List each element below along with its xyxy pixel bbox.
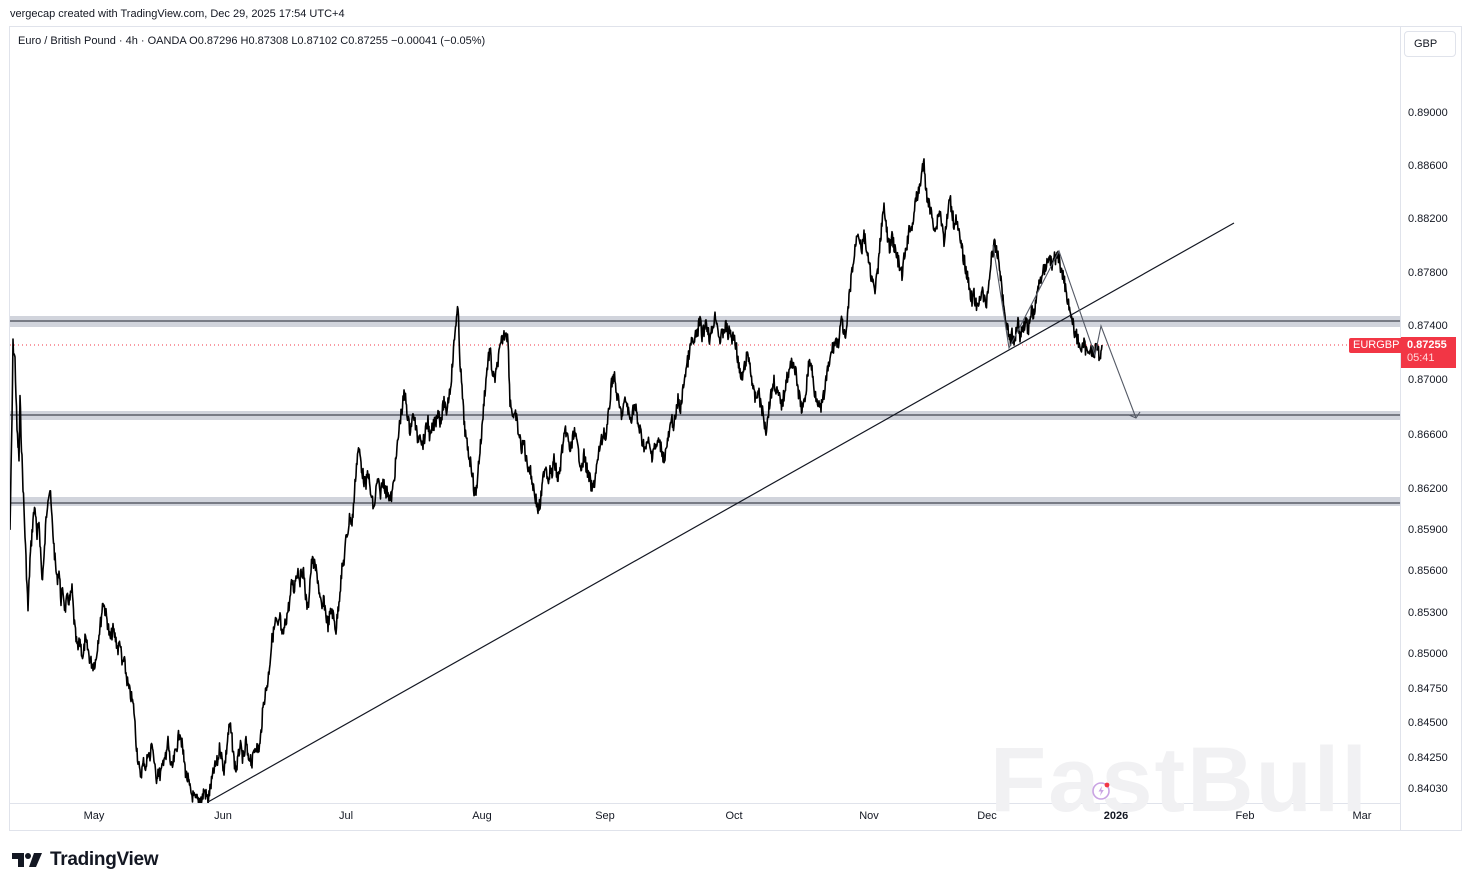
time-tick-label: Aug: [472, 810, 492, 822]
symbol-tag: EURGBP: [1349, 338, 1404, 353]
price-series: [10, 158, 1103, 803]
price-tick-label: 0.85300: [1408, 607, 1448, 619]
price-tick-label: 0.85600: [1408, 565, 1448, 577]
price-tick-label: 0.87400: [1408, 320, 1448, 332]
ascending-trendline[interactable]: [207, 222, 1235, 803]
chart-credit: vergecap created with TradingView.com, D…: [10, 8, 345, 20]
last-price-value: 0.87255: [1407, 339, 1447, 351]
price-tick-label: 0.88200: [1408, 213, 1448, 225]
price-tick-label: 0.84750: [1408, 683, 1448, 695]
price-tick-label: 0.89000: [1408, 107, 1448, 119]
time-axis[interactable]: [10, 803, 1400, 830]
price-tick-label: 0.85000: [1408, 648, 1448, 660]
price-tick-label: 0.88600: [1408, 160, 1448, 172]
tradingview-logo-icon: [12, 853, 42, 867]
price-tick-label: 0.84030: [1408, 783, 1448, 795]
chart-frame: [9, 26, 1462, 831]
arrowhead-icon: [1128, 411, 1141, 419]
tradingview-wordmark: TradingView: [50, 849, 159, 870]
price-tick-label: 0.86200: [1408, 483, 1448, 495]
price-tick-label: 0.85900: [1408, 524, 1448, 536]
price-axis[interactable]: [1400, 27, 1461, 830]
last-price-label: 0.87255 05:41: [1401, 337, 1456, 368]
tradingview-logo[interactable]: TradingView: [12, 849, 159, 871]
time-tick-label: Nov: [859, 810, 879, 822]
chart-legend[interactable]: Euro / British Pound · 4h · OANDA O0.872…: [18, 35, 486, 47]
time-tick-label: Feb: [1235, 810, 1255, 822]
time-tick-label: Sep: [595, 810, 615, 822]
time-tick-label: Jun: [214, 810, 232, 822]
time-tick-label: May: [83, 810, 105, 822]
projection-path[interactable]: [992, 244, 1137, 419]
time-tick-label: Mar: [1352, 810, 1372, 822]
price-chart[interactable]: [10, 27, 1400, 803]
price-tick-label: 0.87800: [1408, 267, 1448, 279]
price-tick-label: 0.84250: [1408, 752, 1448, 764]
lightning-icon: [1090, 778, 1114, 802]
time-tick-label: 2026: [1103, 810, 1129, 822]
time-tick-label: Dec: [977, 810, 997, 822]
bar-countdown: 05:41: [1407, 352, 1435, 364]
price-tick-label: 0.87000: [1408, 374, 1448, 386]
price-tick-label: 0.86600: [1408, 429, 1448, 441]
time-tick-label: Oct: [725, 810, 743, 822]
currency-button[interactable]: GBP: [1404, 31, 1456, 57]
zone-lower-support[interactable]: [10, 497, 1400, 506]
chart-pane[interactable]: [10, 27, 1400, 803]
price-tick-label: 0.84500: [1408, 717, 1448, 729]
time-tick-label: Jul: [338, 810, 354, 822]
